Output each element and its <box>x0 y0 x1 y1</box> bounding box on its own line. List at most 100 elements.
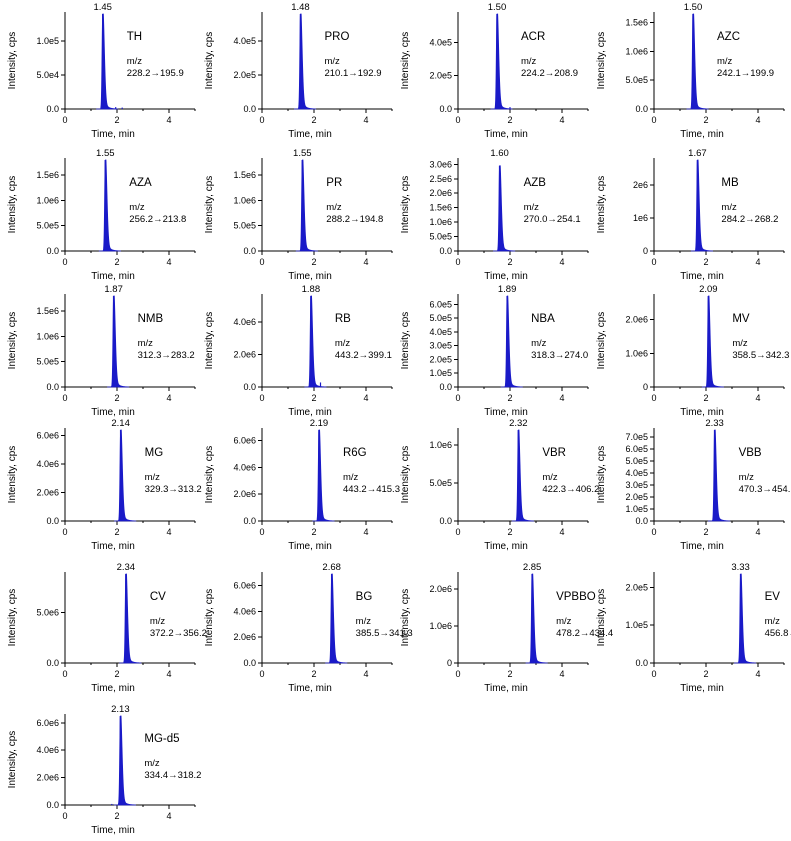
y-tick-label: 0.0 <box>243 658 256 668</box>
y-tick-label: 2.0e5 <box>625 582 648 592</box>
mrm-transition: 443.2→399.1 <box>335 350 392 361</box>
y-tick-label: 7.0e5 <box>625 432 648 442</box>
y-tick-label: 1.5e6 <box>625 18 648 28</box>
x-tick-label: 0 <box>62 811 67 821</box>
x-axis-label: Time, min <box>680 129 724 140</box>
y-tick-label: 4.0e6 <box>233 606 256 616</box>
compound-name: VPBBO <box>556 591 596 603</box>
compound-name: NBA <box>531 313 555 325</box>
y-tick-label: 0.0 <box>635 658 648 668</box>
compound-name: TH <box>127 31 142 43</box>
retention-time-label: 2.68 <box>322 562 341 573</box>
mz-label: m/z <box>521 56 537 67</box>
x-axis-label: Time, min <box>680 541 724 552</box>
retention-time-label: 2.32 <box>509 418 528 429</box>
x-tick-label: 2 <box>114 257 119 267</box>
mrm-transition: 228.2→195.9 <box>127 68 184 79</box>
y-axis-label: Intensity, cps <box>7 312 18 370</box>
y-axis-label: Intensity, cps <box>400 176 411 234</box>
x-tick-label: 0 <box>455 115 460 125</box>
peak-trace <box>511 429 534 522</box>
x-axis-label: Time, min <box>288 541 332 552</box>
x-tick-label: 0 <box>62 115 67 125</box>
mz-label: m/z <box>326 202 342 213</box>
x-tick-label: 2 <box>507 527 512 537</box>
compound-name: BG <box>356 591 373 603</box>
x-axis-label: Time, min <box>680 271 724 282</box>
x-tick-label: 4 <box>166 811 171 821</box>
y-tick-label: 1.0e6 <box>233 195 256 205</box>
y-tick-label: 2.0e6 <box>36 488 59 498</box>
x-tick-label: 2 <box>311 257 316 267</box>
peak-trace <box>708 429 731 522</box>
y-axis-label: Intensity, cps <box>400 589 411 647</box>
compound-name: PRO <box>324 31 349 43</box>
retention-time-label: 2.33 <box>705 418 724 429</box>
y-tick-label: 2.0e6 <box>429 188 452 198</box>
retention-time-label: 1.87 <box>104 284 123 295</box>
chromatogram-panel-vpbbo: 0 2 4 0 1.0e6 2.0e6 Intensity, cps Time, min 2.8… <box>400 562 613 694</box>
y-tick-label: 1.5e6 <box>233 170 256 180</box>
chromatogram-panel-ev: 0 2 4 0.0 1.0e5 2.0e5 Intensity, cps Time, min 3… <box>596 562 791 694</box>
y-tick-label: 5.0e5 <box>429 478 452 488</box>
y-tick-label: 2.0e6 <box>429 584 452 594</box>
mz-label: m/z <box>144 758 160 769</box>
y-tick-label: 5.0e5 <box>625 75 648 85</box>
mz-label: m/z <box>335 338 351 349</box>
x-tick-label: 0 <box>259 257 264 267</box>
x-axis-label: Time, min <box>484 541 528 552</box>
x-tick-label: 0 <box>62 669 67 679</box>
mrm-transition: 478.2→434.4 <box>556 628 613 639</box>
y-tick-label: 1e6 <box>633 213 648 223</box>
x-tick-label: 4 <box>166 527 171 537</box>
x-tick-label: 4 <box>363 257 368 267</box>
peak-trace <box>107 295 130 388</box>
compound-name: AZB <box>524 177 547 189</box>
x-tick-label: 2 <box>507 669 512 679</box>
peak-trace <box>325 573 348 664</box>
x-axis-label: Time, min <box>91 129 135 140</box>
y-tick-label: 1.5e6 <box>36 306 59 316</box>
peak-trace <box>690 159 714 252</box>
y-tick-label: 0.0 <box>46 516 59 526</box>
y-tick-label: 4.0e6 <box>233 462 256 472</box>
x-tick-label: 4 <box>363 669 368 679</box>
chromatogram-panel-r6g: 0 2 4 0.0 2.0e6 4.0e6 6.0e6 Intensity, cps Time,… <box>204 418 400 552</box>
y-tick-label: 5.0e5 <box>429 232 452 242</box>
y-tick-label: 4.0e6 <box>233 317 256 327</box>
y-tick-label: 0.0 <box>243 104 256 114</box>
y-tick-label: 4.0e5 <box>429 327 452 337</box>
x-axis-label: Time, min <box>680 407 724 418</box>
y-tick-label: 5.0e5 <box>36 357 59 367</box>
y-tick-label: 2.0e6 <box>233 350 256 360</box>
mrm-transition: 224.2→208.9 <box>521 68 578 79</box>
y-tick-label: 1.0e6 <box>625 46 648 56</box>
compound-name: VBR <box>542 447 566 459</box>
x-tick-label: 4 <box>755 669 760 679</box>
retention-time-label: 3.33 <box>731 562 750 573</box>
y-tick-label: 0.0 <box>439 104 452 114</box>
x-tick-label: 4 <box>166 257 171 267</box>
y-tick-label: 5.0e5 <box>625 456 648 466</box>
x-axis-label: Time, min <box>91 407 135 418</box>
y-tick-label: 0.0 <box>243 516 256 526</box>
y-tick-label: 0.0 <box>46 104 59 114</box>
y-tick-label: 0.0 <box>243 382 256 392</box>
x-tick-label: 2 <box>703 115 708 125</box>
y-tick-label: 6.0e5 <box>429 299 452 309</box>
y-axis-label: Intensity, cps <box>400 32 411 90</box>
peak-trace <box>490 13 513 110</box>
y-tick-label: 4.0e5 <box>625 468 648 478</box>
y-axis-label: Intensity, cps <box>7 176 18 234</box>
y-axis-label: Intensity, cps <box>7 589 18 647</box>
y-tick-label: 1.5e6 <box>36 170 59 180</box>
retention-time-label: 2.09 <box>699 284 718 295</box>
y-tick-label: 0 <box>643 246 648 256</box>
mz-label: m/z <box>732 338 748 349</box>
compound-name: PR <box>326 177 342 189</box>
compound-name: RB <box>335 313 351 325</box>
x-tick-label: 4 <box>559 393 564 403</box>
y-axis-label: Intensity, cps <box>596 176 607 234</box>
y-tick-label: 0.0 <box>439 246 452 256</box>
mrm-transition: 242.1→199.9 <box>717 68 774 79</box>
